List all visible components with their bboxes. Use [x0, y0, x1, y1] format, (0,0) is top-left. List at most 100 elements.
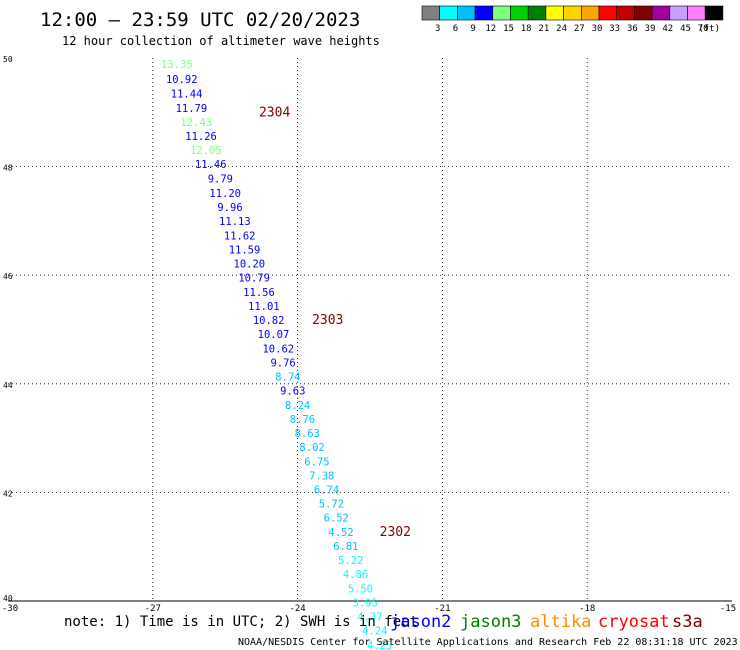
- colorbar-swatch: [474, 5, 494, 21]
- x-tick-label: -30: [2, 604, 18, 614]
- colorbar-swatch: [580, 5, 600, 21]
- wave-height-label: 5.50: [348, 583, 373, 595]
- x-tick-label: -21: [434, 604, 450, 614]
- wave-height-label: 10.82: [253, 315, 285, 327]
- wave-height-label: 4.52: [328, 527, 353, 539]
- wave-height-label: 11.62: [224, 230, 256, 242]
- colorbar-label: 45: [680, 24, 691, 34]
- wave-height-label: 4.24: [362, 626, 387, 638]
- satellite-legend: jason2 jason3 altika cryosat s3a: [390, 612, 703, 632]
- wave-height-label: 11.26: [185, 131, 217, 143]
- colorbar-label: (ft): [698, 24, 720, 34]
- plot-area: -30 -27 -24 -21 -18 -15 42 44 46 48 50 40 13.35 10.92…: [2, 55, 736, 650]
- legend-jason3: jason3: [460, 612, 521, 632]
- colorbar-swatch: [439, 5, 458, 21]
- wave-height-label: 10.92: [166, 74, 198, 86]
- colorbar-swatch: [634, 5, 653, 21]
- wave-height-label: 12.43: [180, 117, 212, 129]
- colorbar-label: 33: [609, 24, 620, 34]
- wave-height-label: 11.13: [219, 216, 251, 228]
- colorbar-swatch: [704, 5, 724, 21]
- wave-height-label: 11.20: [209, 188, 241, 200]
- colorbar-label: 6: [453, 24, 458, 34]
- colorbar-swatch: [510, 5, 529, 21]
- colorbar-label: 30: [592, 24, 603, 34]
- colorbar-label: 18: [521, 24, 532, 34]
- wave-height-label: 9.76: [270, 357, 295, 369]
- wave-height-label: 8.24: [285, 400, 310, 412]
- colorbar-label: 42: [662, 24, 673, 34]
- y-tick-label: 42: [3, 489, 13, 498]
- wave-height-label: 11.44: [171, 89, 203, 101]
- colorbar-swatch: [527, 5, 547, 21]
- x-tick-label: -24: [289, 604, 305, 614]
- colorbar-label: 36: [627, 24, 638, 34]
- colorbar-swatch: [651, 5, 671, 21]
- y-tick-label: 50: [3, 55, 13, 64]
- x-tick-label: -27: [145, 604, 161, 614]
- time-marker-label: 2304: [259, 106, 290, 121]
- y-tick-label: 40: [3, 594, 13, 603]
- wave-height-label: 5.22: [338, 555, 363, 567]
- chart-subtitle: 12 hour collection of altimeter wave hei…: [62, 34, 380, 48]
- colorbar-swatch: [545, 5, 564, 21]
- wave-height-label: 6.52: [324, 513, 349, 525]
- wave-height-label: 6.75: [304, 456, 329, 468]
- wave-height-label: 13.35: [161, 59, 193, 71]
- colorbar-label: 24: [556, 24, 567, 34]
- y-tick-label: 44: [3, 381, 13, 390]
- legend-note: note: 1) Time is in UTC; 2) SWH is in fe…: [64, 614, 418, 630]
- wave-height-label: 7.38: [309, 470, 334, 482]
- colorbar-swatch: [457, 5, 476, 21]
- wave-height-label: 9.79: [208, 173, 233, 185]
- time-marker-label: 2302: [380, 525, 411, 540]
- wave-height-label: 11.59: [229, 244, 261, 256]
- y-tick-label: 48: [3, 164, 13, 173]
- legend-altika: altika: [530, 612, 591, 632]
- wave-height-label: 8.74: [275, 372, 300, 384]
- wave-height-label: 3.95: [353, 597, 378, 609]
- colorbar-swatch: [421, 5, 441, 21]
- footer-credit: NOAA/NESDIS Center for Satellite Applica…: [238, 637, 738, 648]
- wave-height-label: 10.07: [258, 329, 290, 341]
- wave-height-label: 8.76: [290, 414, 315, 426]
- wave-height-label: 5.72: [319, 499, 344, 511]
- wave-height-label: 11.56: [243, 287, 275, 299]
- wave-height-label: 9.96: [217, 202, 242, 214]
- colorbar: 3 6 9 12 15 18 21 24 27 30 33 36 39 42 45 70(ft): [421, 5, 724, 34]
- colorbar-swatch: [598, 5, 618, 21]
- wave-height-label: 10.62: [262, 343, 294, 355]
- wave-height-label: 12.05: [190, 145, 222, 157]
- colorbar-swatch: [687, 5, 706, 21]
- colorbar-swatch: [492, 5, 511, 21]
- wave-height-label: 8.02: [299, 442, 324, 454]
- wave-height-label: 9.63: [280, 386, 305, 398]
- colorbar-label: 21: [538, 24, 549, 34]
- wave-height-label: 11.01: [248, 301, 280, 313]
- wave-height-label: 11.79: [176, 103, 208, 115]
- colorbar-swatch: [669, 5, 688, 21]
- time-marker-label: 2303: [312, 313, 343, 328]
- colorbar-swatch: [616, 5, 635, 21]
- y-tick-label: 46: [3, 272, 13, 281]
- colorbar-label: 3: [435, 24, 440, 34]
- wave-height-label: 4.25: [367, 640, 392, 650]
- wave-height-label: 10.20: [234, 259, 266, 271]
- wave-height-label: 10.79: [238, 273, 270, 285]
- legend-cryosat: cryosat: [598, 612, 670, 632]
- wave-height-label: 6.74: [314, 484, 339, 496]
- x-tick-label: -18: [579, 604, 595, 614]
- colorbar-label: 27: [574, 24, 585, 34]
- colorbar-swatch: [563, 5, 582, 21]
- chart-title: 12:00 – 23:59 UTC 02/20/2023: [40, 9, 360, 31]
- x-tick-label: -15: [720, 604, 736, 614]
- colorbar-label: 12: [485, 24, 496, 34]
- legend-s3a: s3a: [672, 612, 703, 632]
- colorbar-label: 9: [470, 24, 475, 34]
- wave-height-label: 4.37: [357, 612, 382, 624]
- wave-height-label: 6.81: [333, 541, 358, 553]
- colorbar-label: 39: [645, 24, 656, 34]
- wave-height-label: 11.46: [195, 159, 227, 171]
